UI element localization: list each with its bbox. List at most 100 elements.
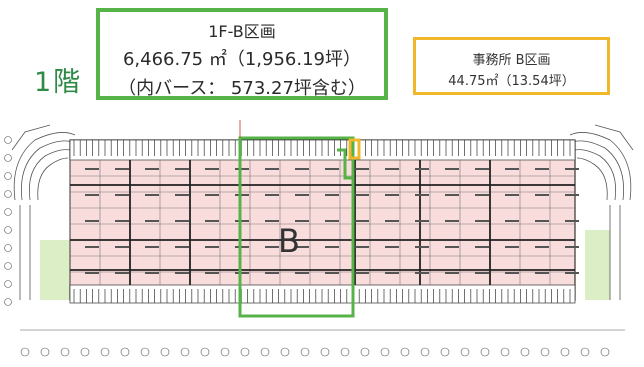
room-label-mark: [355, 220, 369, 222]
axis-circle: [600, 347, 610, 357]
room-label-mark: [235, 168, 249, 170]
room-label-mark: [205, 168, 219, 170]
axis-circle-left: [4, 172, 12, 180]
axis-circle: [480, 347, 490, 357]
room-label-mark: [295, 272, 309, 274]
room-label-mark: [265, 272, 279, 274]
axis-circle: [220, 347, 230, 357]
room-label-mark: [565, 246, 579, 248]
room-label-mark: [205, 272, 219, 274]
axis-circle: [160, 347, 170, 357]
berth-strip-top: [69, 139, 576, 161]
room-label-mark: [385, 194, 399, 196]
room-label-mark: [205, 246, 219, 248]
room-label-mark: [325, 246, 339, 248]
axis-circle: [140, 347, 150, 357]
berth-row-bottom: [69, 284, 576, 304]
room-label-mark: [235, 246, 249, 248]
axis-circle-left: [4, 208, 12, 216]
room-label-mark: [145, 168, 159, 170]
room-label-mark: [325, 272, 339, 274]
room-label-mark: [565, 220, 579, 222]
axis-markers-left: [4, 136, 12, 306]
room-label-mark: [175, 168, 189, 170]
room-label-mark: [175, 272, 189, 274]
axis-circle: [500, 347, 510, 357]
room-label-mark: [475, 194, 489, 196]
berth-area-note: （内バース： 573.27坪含む）: [118, 78, 366, 99]
room-label-mark: [115, 272, 129, 274]
section-name: 1F-B区画: [208, 22, 276, 41]
axis-circle-left: [4, 298, 12, 306]
room-label-mark: [445, 220, 459, 222]
room-label-mark: [535, 246, 549, 248]
room-label-mark: [175, 220, 189, 222]
axis-circle: [340, 347, 350, 357]
room-label-mark: [535, 220, 549, 222]
axis-circle: [400, 347, 410, 357]
room-label-mark: [415, 272, 429, 274]
room-label-mark: [295, 220, 309, 222]
berth-strip-bottom: [69, 284, 576, 304]
room-label-mark: [415, 168, 429, 170]
axis-circle: [380, 347, 390, 357]
room-label-mark: [475, 168, 489, 170]
section-b-outline: [238, 136, 355, 318]
room-label-mark: [535, 194, 549, 196]
room-label-mark: [535, 272, 549, 274]
axis-circle-left: [4, 190, 12, 198]
axis-circle: [420, 347, 430, 357]
axis-circle: [300, 347, 310, 357]
room-label-mark: [505, 168, 519, 170]
room-label-mark: [235, 272, 249, 274]
room-label-mark: [385, 272, 399, 274]
room-label-mark: [475, 246, 489, 248]
axis-circle: [240, 347, 250, 357]
room-label-mark: [385, 220, 399, 222]
room-label-mark: [505, 272, 519, 274]
room-label-mark: [85, 194, 99, 196]
room-label-mark: [115, 194, 129, 196]
room-label-mark: [475, 220, 489, 222]
room-label-mark: [205, 220, 219, 222]
section-area: 6,466.75 ㎡（1,956.19坪）: [122, 49, 362, 70]
berth-row-top: [69, 139, 576, 161]
room-label-mark: [445, 246, 459, 248]
ramp-right: [569, 124, 634, 300]
room-label-mark: [445, 194, 459, 196]
axis-markers: [20, 347, 610, 357]
room-label-mark: [85, 272, 99, 274]
room-label-mark: [265, 168, 279, 170]
room-label-mark: [235, 194, 249, 196]
axis-circle-left: [4, 280, 12, 288]
room-label-mark: [325, 194, 339, 196]
axis-circle: [280, 347, 290, 357]
axis-circle: [520, 347, 530, 357]
room-label-mark: [295, 168, 309, 170]
section-b-notch: [337, 148, 353, 180]
room-label-mark: [475, 272, 489, 274]
room-label-mark: [115, 168, 129, 170]
room-label-mark: [175, 246, 189, 248]
axis-circle: [100, 347, 110, 357]
interior-walls: [70, 160, 575, 285]
room-label-mark: [325, 168, 339, 170]
room-label-mark: [415, 246, 429, 248]
axis-circle: [120, 347, 130, 357]
axis-circle: [80, 347, 90, 357]
axis-circle-left: [4, 136, 12, 144]
office-area: 44.75㎡（13.54坪）: [448, 74, 575, 89]
room-label-mark: [505, 246, 519, 248]
axis-circle-left: [4, 262, 12, 270]
room-label-mark: [235, 220, 249, 222]
room-label-mark: [145, 246, 159, 248]
room-label-mark: [115, 246, 129, 248]
room-label-mark: [385, 246, 399, 248]
room-label-mark: [445, 272, 459, 274]
room-label-mark: [505, 220, 519, 222]
axis-circle: [20, 347, 30, 357]
axis-circle-left: [4, 244, 12, 252]
room-label-mark: [415, 220, 429, 222]
section-area-callout: 1F-B区画 6,466.75 ㎡（1,956.19坪） （内バース： 573.…: [96, 8, 388, 100]
room-label-mark: [295, 194, 309, 196]
